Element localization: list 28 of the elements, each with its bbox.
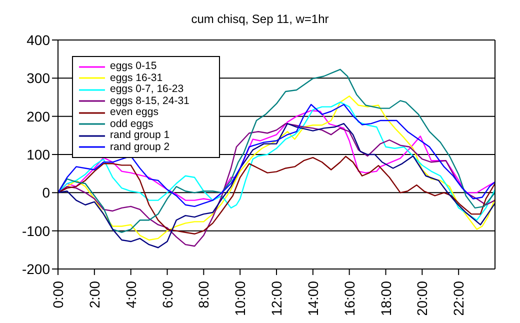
y-tick-label: 100 (26, 146, 50, 162)
y-tick-label: 200 (26, 108, 50, 124)
x-tick-label: 8:00 (196, 280, 212, 308)
x-tick-label: 2:00 (86, 280, 102, 308)
legend-label: rand group 1 (110, 129, 170, 142)
y-tick-label: 400 (26, 32, 50, 48)
x-tick-label: 22:00 (450, 280, 467, 316)
y-tick-label: 300 (26, 70, 50, 86)
chart-title: cum chisq, Sep 11, w=1hr (190, 12, 330, 26)
legend-label: rand group 2 (110, 140, 170, 153)
legend-label: eggs 8-15, 24-31 (110, 94, 190, 107)
x-tick-label: 18:00 (378, 280, 394, 316)
legend-label: odd eggs (110, 118, 154, 130)
x-tick-label: 4:00 (122, 280, 139, 308)
x-tick-label: 12:00 (268, 280, 284, 316)
y-tick-label: -100 (22, 222, 50, 239)
x-tick-label: 6:00 (159, 280, 176, 308)
legend-label: even eggs (110, 106, 158, 118)
y-tick-label: -200 (22, 260, 50, 277)
legend-label: eggs 0-7, 16-23 (110, 83, 184, 96)
legend-label: eggs 0-15 (110, 60, 157, 72)
x-tick-label: 0:00 (50, 280, 66, 308)
x-tick-label: 20:00 (414, 280, 430, 316)
x-tick-label: 10:00 (232, 280, 248, 316)
y-tick-label: 0 (42, 184, 50, 201)
legend-label: eggs 16-31 (110, 72, 163, 84)
x-tick-label: 16:00 (341, 280, 358, 316)
x-tick-label: 14:00 (304, 280, 321, 316)
